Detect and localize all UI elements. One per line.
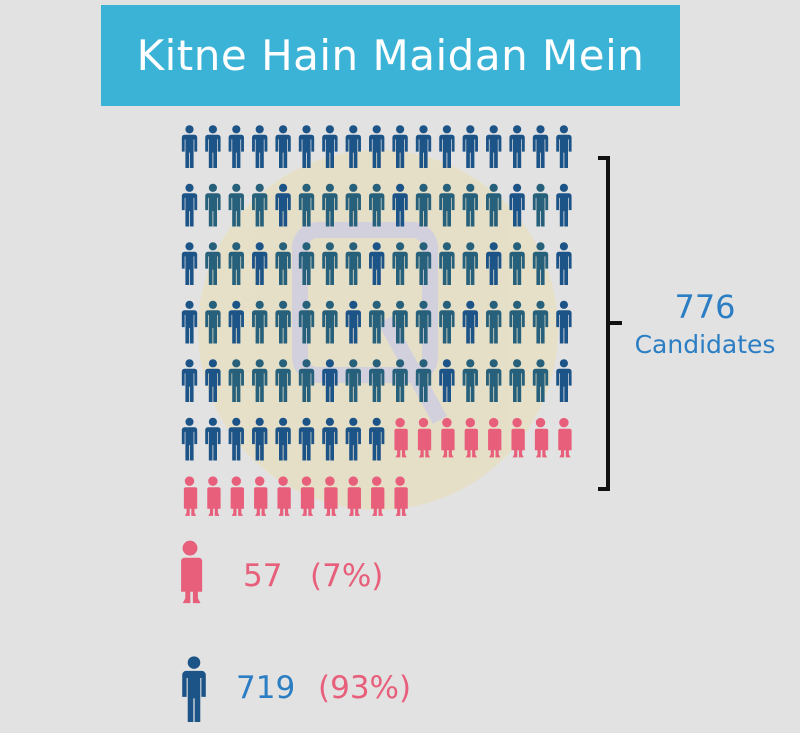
- male-icon: [556, 125, 572, 168]
- male-icon: [532, 125, 549, 168]
- male-icon: [509, 125, 525, 168]
- male-icon: [205, 417, 221, 461]
- male-count: 719: [236, 670, 296, 706]
- male-percent: (93%): [318, 670, 412, 706]
- female-percent: (7%): [310, 558, 384, 594]
- male-icon: [181, 183, 198, 227]
- title-banner: Kitne Hain Maidan Mein: [101, 5, 680, 106]
- male-icon: [275, 125, 291, 168]
- male-icon: [205, 125, 221, 168]
- male-icon: [252, 125, 268, 168]
- male-icon: [181, 417, 198, 461]
- male-icon: [181, 359, 198, 402]
- female-count: 57: [243, 558, 283, 594]
- male-icon: [462, 125, 478, 168]
- male-icon: [556, 183, 572, 227]
- female-icon: [183, 476, 198, 516]
- total-label: Candidates: [634, 330, 776, 359]
- male-legend-icon: [174, 656, 214, 722]
- female-icon: [534, 417, 549, 458]
- male-icon: [439, 125, 455, 168]
- total-count: 776: [674, 288, 736, 326]
- male-icon: [228, 125, 244, 168]
- male-icon: [181, 300, 198, 344]
- female-legend-icon: [171, 540, 209, 608]
- male-icon: [205, 183, 221, 227]
- female-icon: [254, 476, 268, 516]
- male-icon: [532, 183, 549, 227]
- male-icon: [181, 125, 198, 168]
- female-icon: [230, 476, 244, 516]
- male-icon: [556, 300, 572, 344]
- female-icon: [207, 476, 221, 516]
- male-icon: [298, 125, 315, 168]
- total-bracket: [598, 156, 622, 491]
- male-icon: [181, 242, 198, 285]
- male-icon: [556, 242, 572, 285]
- male-icon: [486, 125, 502, 168]
- male-icon: [556, 359, 572, 402]
- female-icon: [558, 417, 572, 458]
- page-title: Kitne Hain Maidan Mein: [136, 31, 645, 80]
